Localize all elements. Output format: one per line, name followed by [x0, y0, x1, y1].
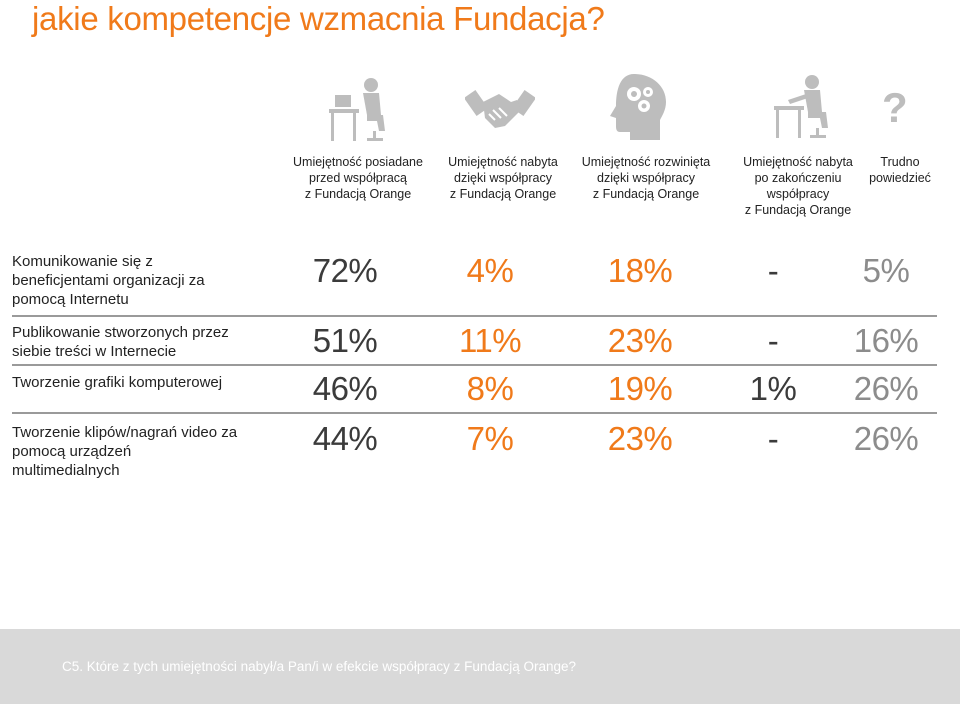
row-label-4: Tworzenie klipów/nagrań video za pomocą …	[12, 424, 238, 479]
column-header-after: Umiejętność nabyta po zakończeniu współp…	[743, 155, 853, 217]
cell-value: 16%	[853, 322, 919, 359]
row-divider	[12, 315, 937, 317]
column-header-dont-know: Trudno powiedzieć	[869, 155, 931, 185]
cell-value: -	[767, 420, 779, 457]
page-title: jakie kompetencje wzmacnia Fundacja?	[32, 0, 605, 37]
cell-value: -	[767, 322, 779, 359]
cell-value: 8%	[466, 370, 514, 407]
footer-question: C5. Które z tych umiejętności nabył/a Pa…	[62, 659, 577, 674]
person-at-desk-icon	[329, 78, 385, 141]
cell-value: 23%	[607, 420, 673, 457]
cell-value: 72%	[312, 252, 378, 289]
cell-value: 5%	[862, 252, 910, 289]
row-label-2: Publikowanie stworzonych przez siebie tr…	[12, 324, 229, 360]
cell-value: 26%	[853, 420, 919, 457]
cell-value: 44%	[312, 420, 378, 457]
cell-value: 51%	[312, 322, 378, 359]
row-label-1: Komunikowanie się z beneficjentami organ…	[12, 253, 205, 308]
row-divider	[12, 364, 937, 366]
column-header-developed: Umiejętność rozwinięta dzięki współpracy…	[581, 155, 711, 201]
column-header-acquired: Umiejętność nabyta dzięki współpracy z F…	[448, 155, 558, 201]
row-divider	[12, 412, 937, 414]
cell-value: 23%	[607, 322, 673, 359]
cell-value: 1%	[749, 370, 797, 407]
person-at-desk-icon	[774, 75, 828, 138]
cell-value: 19%	[607, 370, 673, 407]
row-label-3: Tworzenie grafiki komputerowej	[12, 374, 223, 391]
cell-value: 11%	[458, 322, 522, 359]
question-mark-icon: ?	[882, 84, 908, 131]
cell-value: 46%	[312, 370, 378, 407]
cell-value: -	[767, 252, 779, 289]
cell-value: 4%	[466, 252, 514, 289]
footer-bar: C5. Które z tych umiejętności nabył/a Pa…	[0, 629, 960, 704]
head-gears-icon	[610, 74, 666, 140]
column-header-before: Umiejętność posiadane przed współpracą z…	[293, 155, 423, 201]
cell-value: 18%	[607, 252, 673, 289]
cell-value: 7%	[466, 420, 514, 457]
cell-value: 26%	[853, 370, 919, 407]
handshake-icon	[465, 89, 535, 128]
